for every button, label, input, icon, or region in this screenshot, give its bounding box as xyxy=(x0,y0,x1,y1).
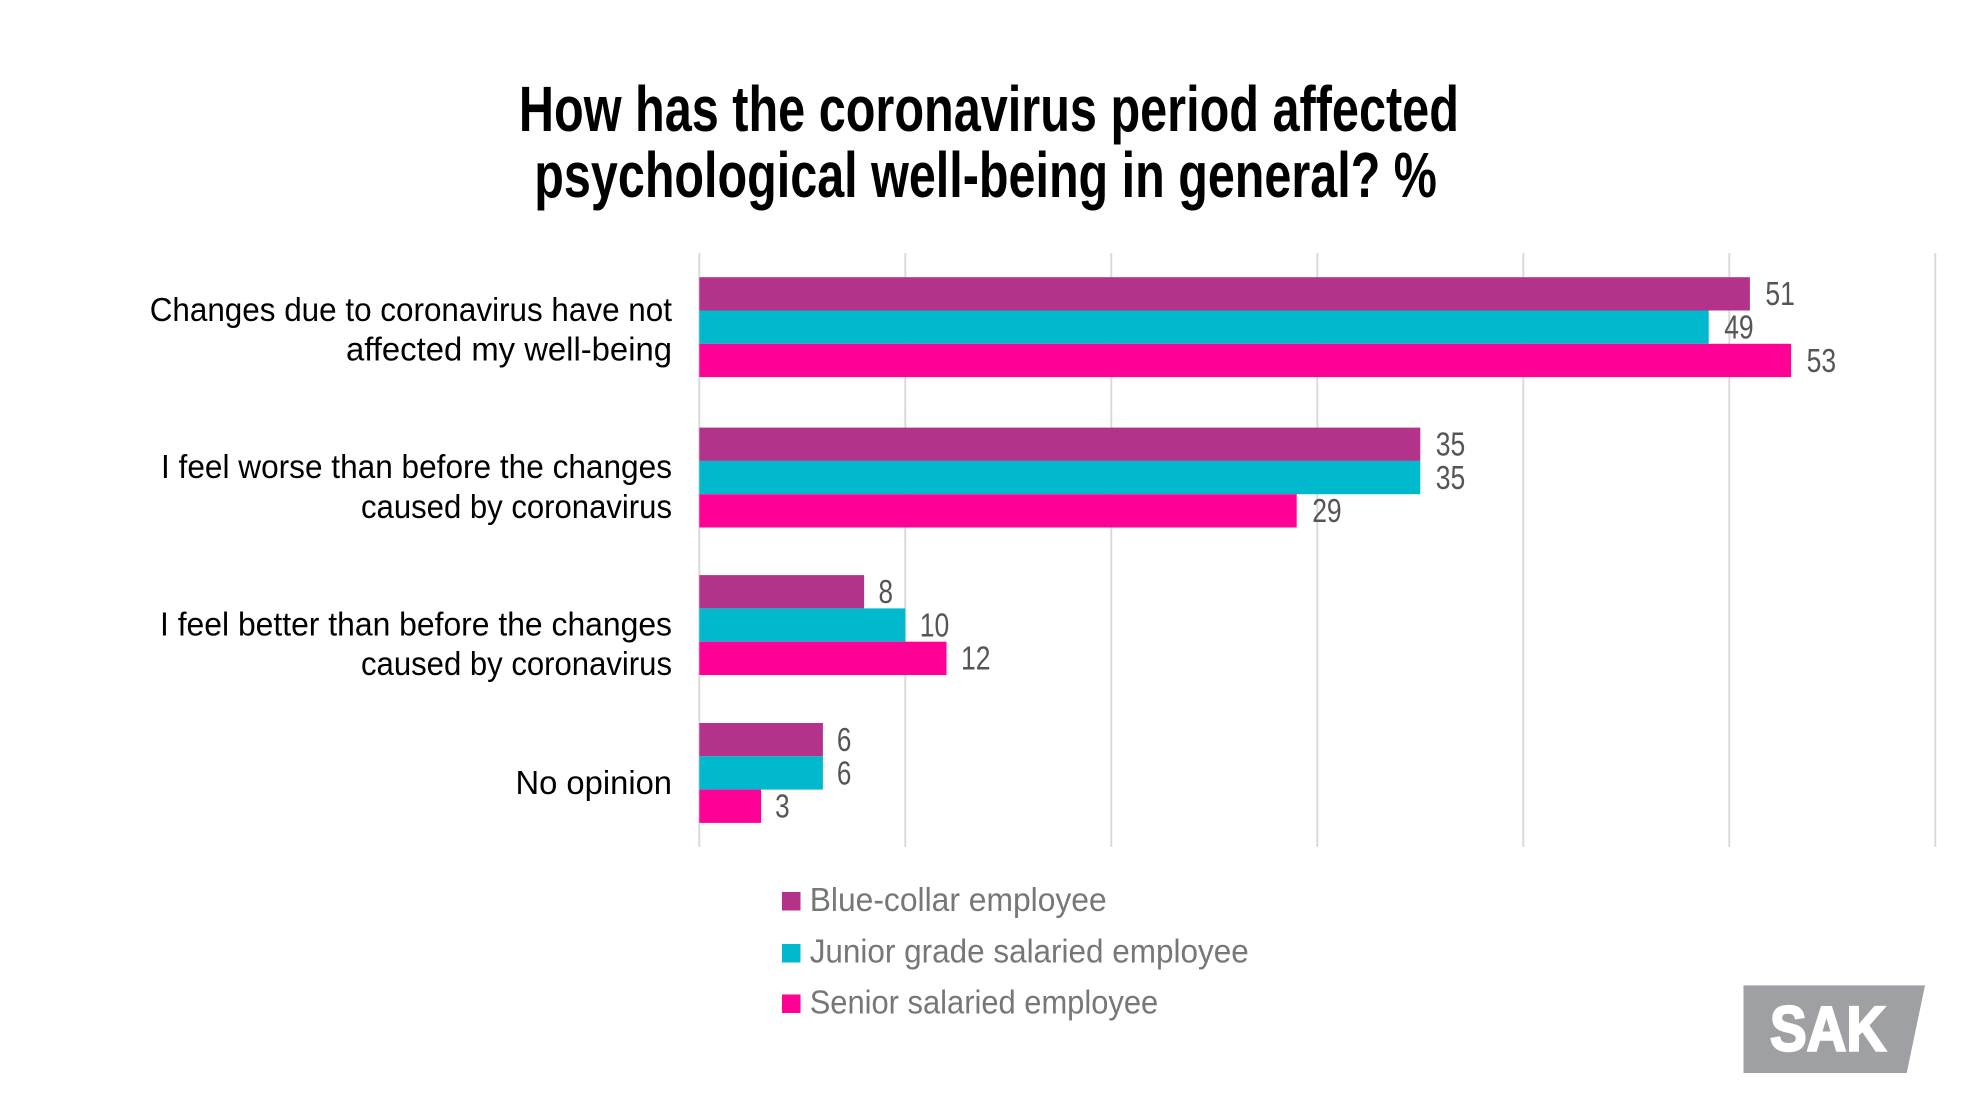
svg-text:49: 49 xyxy=(1724,309,1754,346)
svg-text:8: 8 xyxy=(879,573,894,610)
svg-text:Changes due to coronavirus hav: Changes due to coronavirus have not xyxy=(150,291,672,328)
svg-text:53: 53 xyxy=(1807,342,1837,379)
svg-text:psychological well-being in ge: psychological well-being in general? % xyxy=(534,139,1437,211)
svg-text:No opinion: No opinion xyxy=(516,764,673,801)
svg-text:caused by coronavirus: caused by coronavirus xyxy=(361,645,672,682)
svg-text:35: 35 xyxy=(1436,426,1466,463)
svg-text:Senior salaried employee: Senior salaried employee xyxy=(810,984,1158,1021)
svg-text:I feel better than before the: I feel better than before the changes xyxy=(160,606,672,643)
svg-text:10: 10 xyxy=(920,606,950,643)
svg-text:29: 29 xyxy=(1312,492,1342,529)
svg-text:Junior grade salaried employee: Junior grade salaried employee xyxy=(810,933,1249,970)
svg-text:affected my well-being: affected my well-being xyxy=(346,331,672,368)
svg-text:Blue-collar employee: Blue-collar employee xyxy=(810,881,1107,918)
svg-text:35: 35 xyxy=(1436,459,1466,496)
svg-text:6: 6 xyxy=(837,721,852,758)
svg-text:3: 3 xyxy=(775,788,790,825)
svg-text:How has the coronavirus period: How has the coronavirus period affected xyxy=(519,73,1459,145)
svg-text:caused by coronavirus: caused by coronavirus xyxy=(361,488,672,525)
svg-text:I feel worse than before the c: I feel worse than before the changes xyxy=(161,448,672,485)
svg-text:12: 12 xyxy=(961,640,991,677)
svg-text:6: 6 xyxy=(837,754,852,791)
svg-text:SAK: SAK xyxy=(1770,995,1886,1065)
svg-text:51: 51 xyxy=(1765,275,1795,312)
